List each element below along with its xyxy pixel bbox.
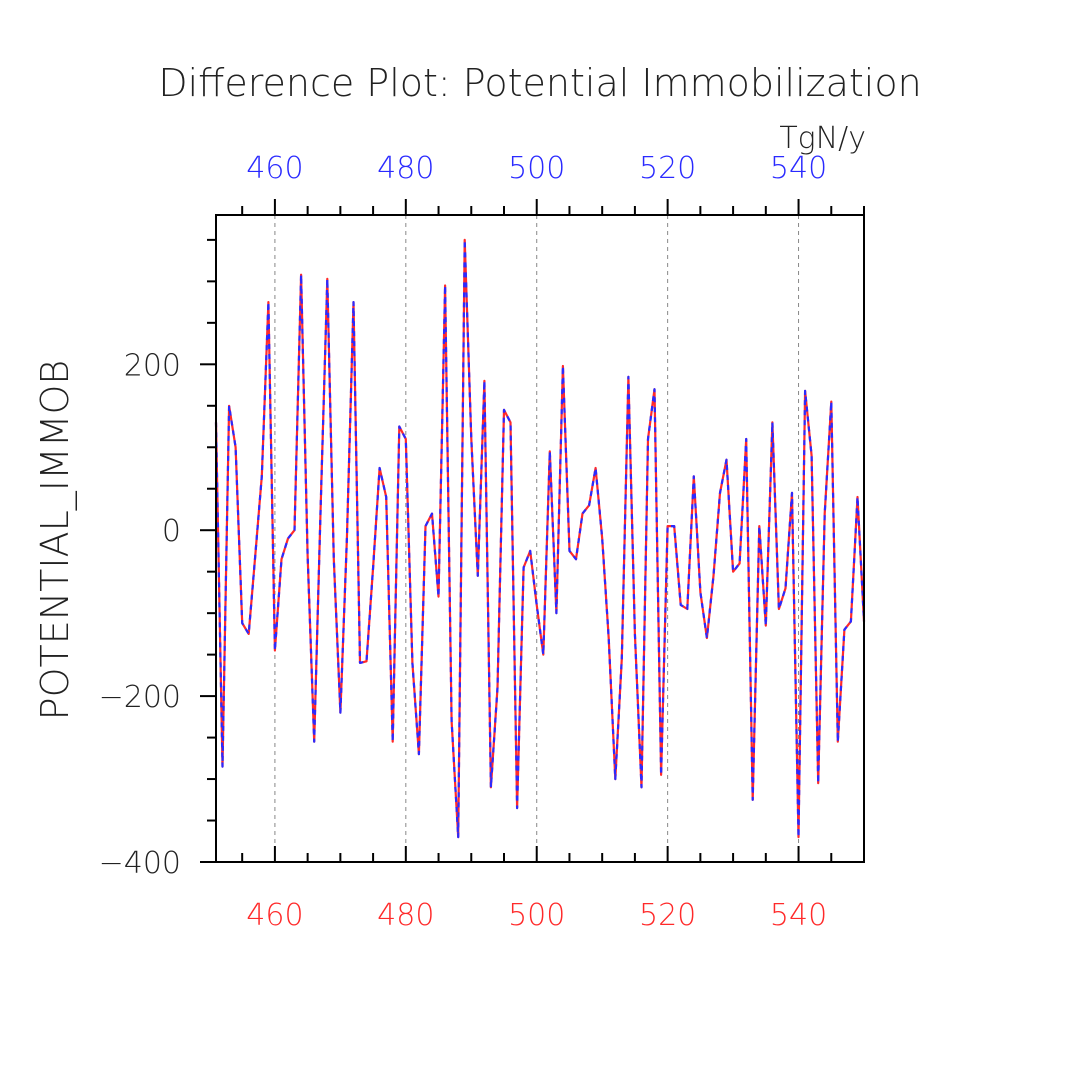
x-tick-label-top-520: 520	[639, 151, 696, 186]
plot-frame	[215, 214, 865, 863]
y-axis-label: POTENTIAL_IMMOB	[33, 360, 78, 721]
units-label: TgN/y	[779, 121, 866, 156]
chart-title: Difference Plot: Potential Immobilizatio…	[158, 61, 921, 105]
series-line-blue-dashed	[214, 238, 866, 839]
tick-labels-group: 460 460 480 480 500 500 520 520 540 540 −400 −200 0 2…	[99, 151, 828, 933]
x-tick-label-bottom-540: 540	[770, 898, 827, 933]
y-tick-label--200: −200	[99, 680, 181, 715]
x-tick-label-bottom-480: 480	[377, 898, 434, 933]
x-tick-label-bottom-460: 460	[246, 898, 303, 933]
x-tick-label-bottom-500: 500	[508, 898, 565, 933]
ticks-group	[200, 199, 865, 863]
y-tick-label-200: 200	[124, 348, 181, 383]
x-tick-label-top-540: 540	[770, 151, 827, 186]
series-group	[214, 238, 866, 839]
x-tick-label-top-480: 480	[377, 151, 434, 186]
y-tick-label-0: 0	[162, 514, 181, 549]
series-line-red	[214, 238, 866, 839]
x-tick-label-top-500: 500	[508, 151, 565, 186]
x-tick-label-bottom-520: 520	[639, 898, 696, 933]
x-tick-label-top-460: 460	[246, 151, 303, 186]
y-tick-label--400: −400	[99, 846, 181, 881]
